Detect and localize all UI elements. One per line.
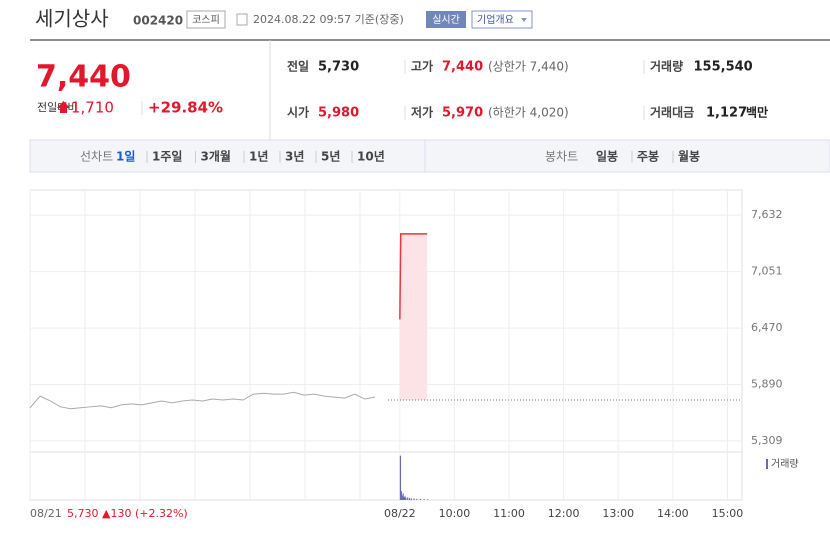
volume-bar xyxy=(399,455,402,500)
volume-bar xyxy=(413,498,415,500)
stat-label: 고가 xyxy=(411,59,433,74)
realtime-badge[interactable] xyxy=(426,11,466,28)
volume-bar xyxy=(405,497,407,500)
x-tick-label: 14:00 xyxy=(657,507,689,520)
stat-label: 거래대금 xyxy=(650,105,694,120)
y-tick-label: 5,309 xyxy=(751,434,783,447)
stats: 전일 5,730 고가 7,440 (상한가 7,440) 거래량 155,540 시가 5,9… xyxy=(287,59,768,121)
volume-bar xyxy=(407,497,409,500)
tab-group-label: 선차트 xyxy=(80,150,113,164)
stat-value: 155,540 xyxy=(694,60,753,75)
tab[interactable]: 일봉 xyxy=(596,150,618,164)
up-icon xyxy=(57,101,70,113)
stat-unit: 백만 xyxy=(746,105,768,120)
volume-bar xyxy=(401,495,403,500)
stat-value: 5,970 xyxy=(442,106,483,121)
volume-bar xyxy=(427,499,429,500)
tab[interactable]: 3개월 xyxy=(201,149,231,164)
tab[interactable]: 월봉 xyxy=(678,149,700,164)
tab[interactable]: 1일 xyxy=(116,150,135,164)
stat-value: 7,440 xyxy=(442,60,483,75)
price: 7,440 xyxy=(36,60,131,95)
tab-bar xyxy=(29,139,830,173)
tabs: 선차트 1일 1주일 3개월 1년 3년 5년 10년 봉차트 일봉 주봉 월봉 xyxy=(80,149,700,164)
overview-button[interactable] xyxy=(471,10,533,29)
volume-bar xyxy=(400,491,402,500)
volume-bar xyxy=(423,499,425,500)
prev-day-line xyxy=(29,391,376,410)
volume-bar xyxy=(408,498,411,500)
legend-label: 거래량 xyxy=(771,458,799,470)
x-tick-label: 08/22 xyxy=(384,507,416,520)
tab[interactable]: 1주일 xyxy=(152,150,182,164)
tab[interactable]: 5년 xyxy=(321,150,340,164)
tab[interactable]: 10년 xyxy=(357,150,385,164)
stat-label: 거래량 xyxy=(650,59,683,74)
legend-swatch xyxy=(766,459,768,469)
volume-bar xyxy=(404,496,406,500)
calendar-icon xyxy=(236,13,248,26)
change: 1,710 xyxy=(71,99,114,117)
volume-frame xyxy=(29,451,743,501)
overview[interactable]: 기업개요 xyxy=(477,13,514,26)
tab-group-label: 봉차트 xyxy=(545,150,578,164)
stat-label: 전일 xyxy=(287,59,309,74)
y-tick-label: 7,051 xyxy=(751,265,783,278)
stat-note: (하한가 4,020) xyxy=(488,106,569,120)
y-tick-label: 7,632 xyxy=(751,208,783,221)
stat-value: 5,980 xyxy=(318,106,359,121)
x-tick-label: 13:00 xyxy=(602,507,634,520)
volume-bar xyxy=(416,498,418,500)
prev-date: 08/21 xyxy=(30,507,62,520)
stat-label: 시가 xyxy=(287,105,309,120)
stat-value: 5,730 xyxy=(318,60,359,75)
time: 2024.08.22 09:57 기준(장중) xyxy=(253,13,404,26)
tab[interactable]: 1년 xyxy=(249,150,268,164)
today-area xyxy=(399,233,428,401)
volume-bar xyxy=(419,498,422,500)
y-tick-label: 5,890 xyxy=(751,377,783,390)
market-badge xyxy=(186,10,226,29)
volume-bar xyxy=(402,493,404,500)
x-tick-label: 10:00 xyxy=(439,507,471,520)
change-label: 전일대비 xyxy=(37,100,77,114)
prev-summary: 5,730 ▲130 (+2.32%) xyxy=(67,507,188,520)
tab[interactable]: 주봉 xyxy=(637,150,659,164)
dropdown-arrow xyxy=(521,18,527,22)
realtime[interactable]: 실시간 xyxy=(432,14,460,26)
market: 코스피 xyxy=(192,14,220,26)
stat-value: 1,127 xyxy=(706,106,747,121)
today-line xyxy=(399,233,428,320)
stock-name: 세기상사 xyxy=(35,7,109,31)
x-tick-label: 15:00 xyxy=(712,507,744,520)
plot-frame xyxy=(29,189,743,453)
volume-bar xyxy=(410,498,412,500)
x-tick-label: 11:00 xyxy=(493,507,525,520)
stat-note: (상한가 7,440) xyxy=(488,60,569,74)
stock-code: 002420 xyxy=(133,14,183,28)
volume-bar xyxy=(403,497,405,500)
x-tick-label: 12:00 xyxy=(548,507,580,520)
tab[interactable]: 3년 xyxy=(285,150,304,164)
stat-label: 저가 xyxy=(411,105,433,120)
y-tick-label: 6,470 xyxy=(751,321,783,334)
change-rate: +29.84% xyxy=(148,99,223,117)
